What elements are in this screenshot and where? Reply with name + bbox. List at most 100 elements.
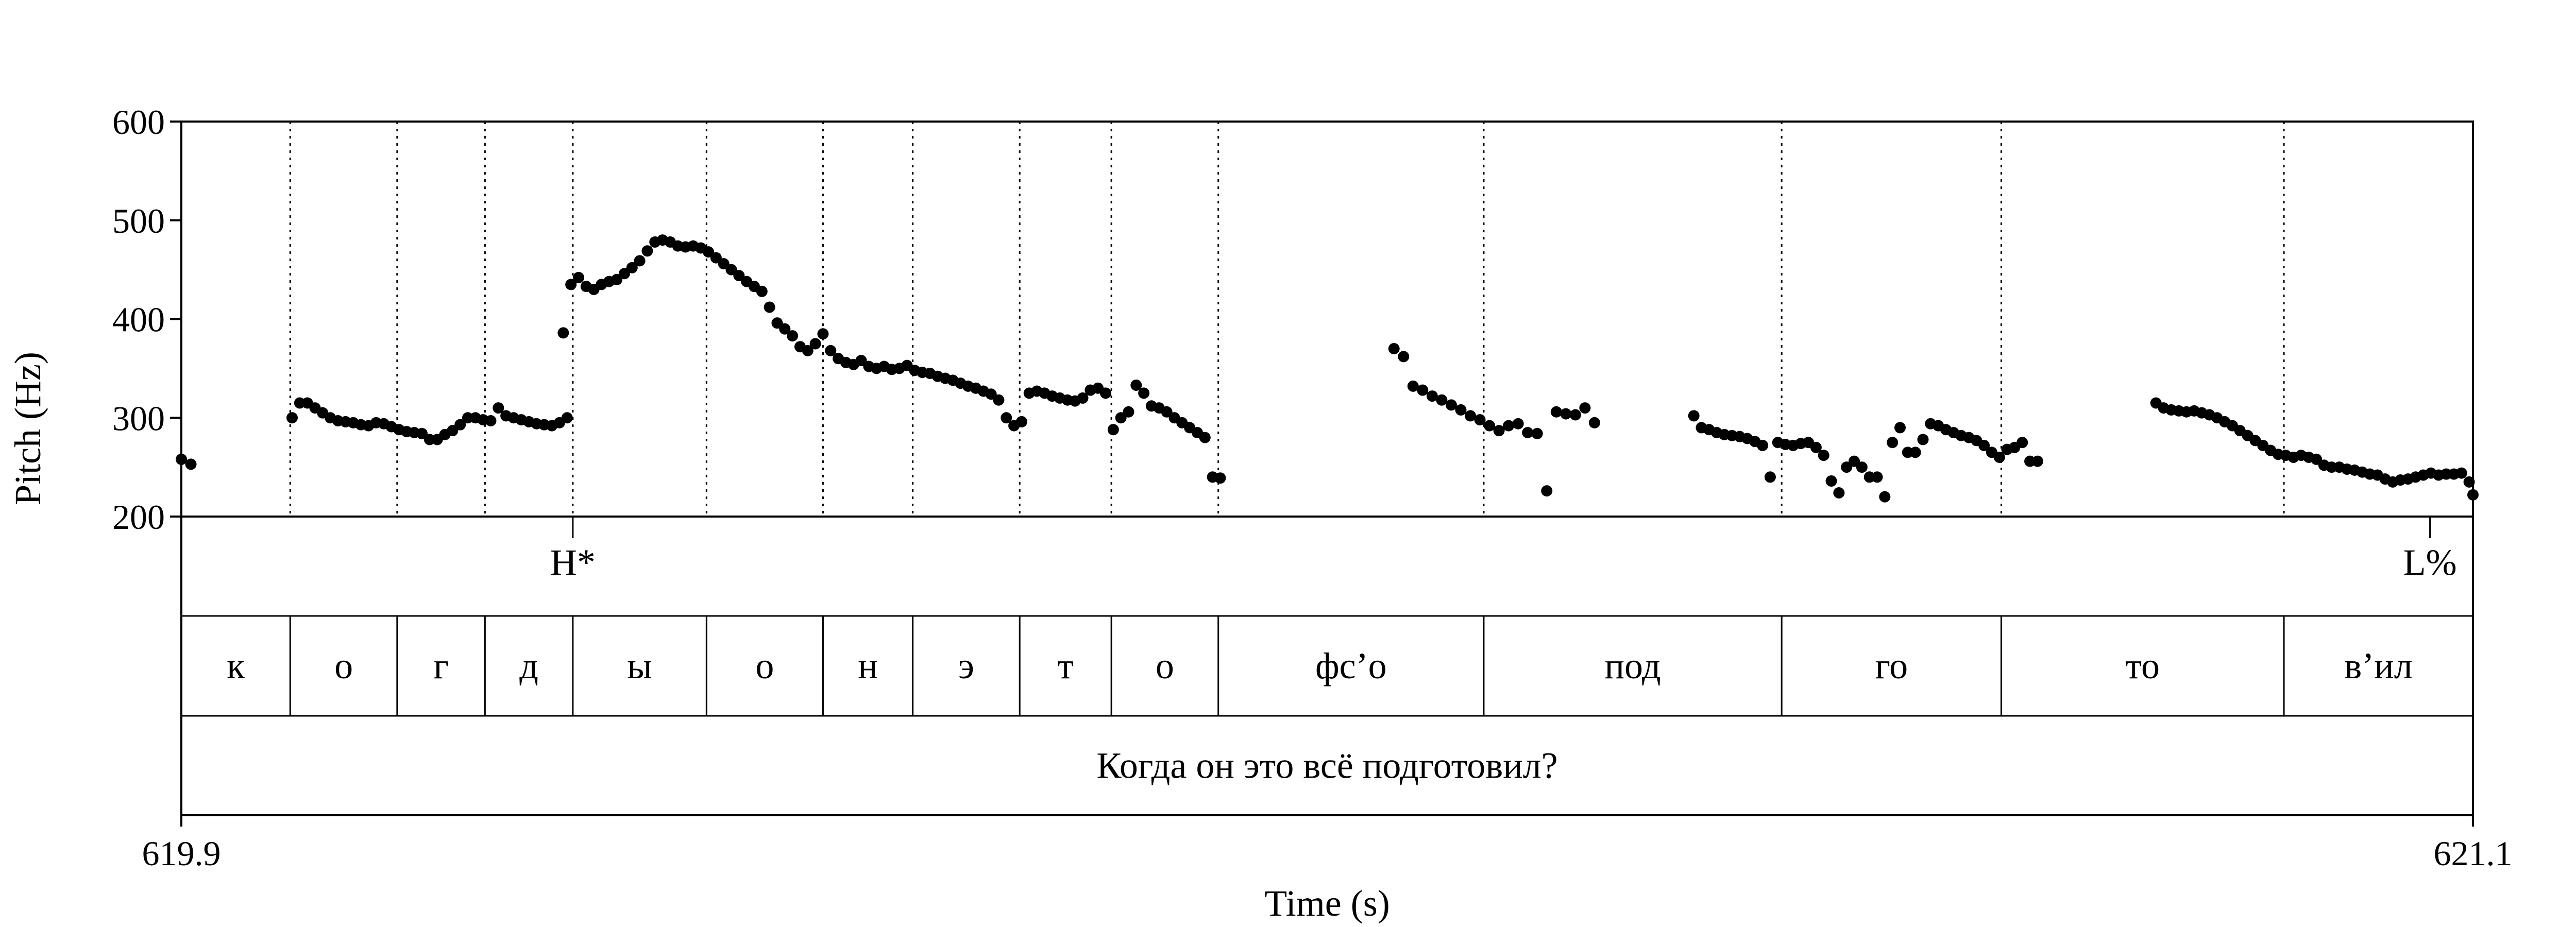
- segment-label: т: [1057, 645, 1073, 686]
- pitch-point: [641, 245, 653, 257]
- segment-label: ы: [627, 645, 652, 686]
- pitch-point: [1214, 472, 1226, 484]
- pitch-point: [1130, 379, 1142, 391]
- pitch-point: [1388, 343, 1400, 355]
- sentence-label: Когда он это всё подготовил?: [1096, 745, 1557, 786]
- pitch-point: [447, 425, 459, 437]
- y-tick-label: 400: [112, 300, 165, 339]
- pitch-point: [1503, 420, 1515, 432]
- segment-label: о: [1156, 645, 1174, 686]
- pitch-point: [1100, 387, 1112, 399]
- pitch-point: [1887, 437, 1899, 449]
- segment-label: д: [519, 645, 538, 686]
- pitch-point: [809, 338, 821, 350]
- segment-label: то: [2125, 645, 2160, 686]
- pitch-point: [787, 330, 799, 342]
- outer-frame: [180, 121, 2474, 816]
- pitch-point: [855, 355, 867, 367]
- pitch-point: [1417, 384, 1429, 396]
- pitch-point: [1115, 412, 1127, 424]
- pitch-point: [2455, 467, 2467, 479]
- pitch-point: [2016, 437, 2028, 449]
- pitch-point: [1588, 417, 1600, 428]
- pitch-point: [825, 345, 837, 356]
- pitch-point: [710, 252, 722, 264]
- pitch-point: [493, 402, 504, 414]
- pitch-point: [1107, 424, 1119, 436]
- y-tick-label: 600: [112, 102, 165, 142]
- y-tick-label: 300: [112, 399, 165, 438]
- pitch-point: [2031, 455, 2043, 467]
- segment-boundary-gridlines: [289, 122, 2285, 517]
- pitch-point: [2311, 453, 2323, 465]
- pitch-point: [1531, 427, 1543, 439]
- pitch-point: [1560, 408, 1572, 420]
- pitch-point: [1455, 404, 1467, 416]
- pitch-point: [1825, 475, 1837, 487]
- pitch-point: [1841, 461, 1853, 473]
- pitch-point: [1474, 414, 1486, 426]
- axis-labels: Pitch (Hz) Time (s) 619.9 621.1: [7, 352, 2513, 924]
- x-tick-label-end: 621.1: [2434, 834, 2513, 873]
- y-tick-label: 500: [112, 201, 165, 241]
- y-tick-label: 200: [112, 497, 165, 537]
- pitch-point: [1909, 447, 1921, 458]
- pitch-point: [1398, 351, 1410, 363]
- pitch-point: [1579, 402, 1591, 414]
- pitch-point: [1426, 390, 1438, 402]
- pitch-point: [1015, 416, 1027, 427]
- pitch-point: [561, 412, 573, 424]
- pitch-point: [771, 317, 783, 329]
- pitch-point: [1871, 471, 1883, 483]
- pitch-point: [1978, 439, 1990, 451]
- pitch-point: [1856, 461, 1868, 473]
- pitch-point: [993, 394, 1005, 406]
- pitch-point: [985, 388, 997, 400]
- segment-label: э: [958, 645, 974, 686]
- pitch-point: [703, 246, 715, 258]
- pitch-point: [1810, 441, 1822, 453]
- pitch-point: [454, 419, 466, 431]
- pitch-point: [557, 327, 569, 339]
- pitch-point: [1077, 392, 1089, 404]
- pitch-point: [1764, 471, 1776, 483]
- pitch-point: [1993, 451, 2005, 463]
- pitch-point: [1484, 420, 1496, 432]
- segment-label: го: [1875, 645, 1908, 686]
- segment-label: н: [858, 645, 878, 686]
- pitch-point: [1541, 485, 1553, 497]
- tone-label: L%: [2403, 542, 2457, 583]
- pitch-point: [1569, 409, 1581, 421]
- segment-label: г: [433, 645, 449, 686]
- pitch-point: [634, 255, 646, 267]
- pitch-point: [1123, 406, 1134, 418]
- pitch-point: [1445, 399, 1457, 411]
- pitch-point: [618, 268, 630, 280]
- tone-label: H*: [550, 542, 596, 583]
- segment-label: фс’о: [1315, 645, 1387, 686]
- pitch-point: [756, 285, 768, 297]
- pitch-point: [1522, 427, 1534, 439]
- pitch-point: [1757, 439, 1769, 451]
- pitch-point: [485, 415, 497, 427]
- pitch-point: [572, 271, 584, 283]
- pitch-point: [1688, 410, 1700, 422]
- pitch-point: [185, 458, 197, 470]
- pitch-point: [1833, 487, 1845, 499]
- pitch-point: [1818, 450, 1829, 461]
- segment-label: в’ил: [2344, 645, 2412, 686]
- pitch-point: [718, 258, 730, 270]
- segment-label: под: [1605, 645, 1661, 686]
- pitch-point: [1550, 406, 1562, 418]
- x-tick-label-start: 619.9: [142, 834, 221, 873]
- pitch-point: [565, 279, 577, 290]
- pitch-point: [626, 262, 638, 273]
- pitch-point: [1161, 406, 1173, 418]
- axis-ticks: 200 300 400 500 600: [112, 102, 2474, 827]
- pitch-point: [611, 273, 623, 285]
- pitch-point: [1199, 432, 1211, 443]
- pitch-point: [779, 323, 791, 335]
- pitch-points: [176, 234, 2479, 503]
- pitch-point: [286, 412, 298, 424]
- pitch-point: [1917, 434, 1929, 445]
